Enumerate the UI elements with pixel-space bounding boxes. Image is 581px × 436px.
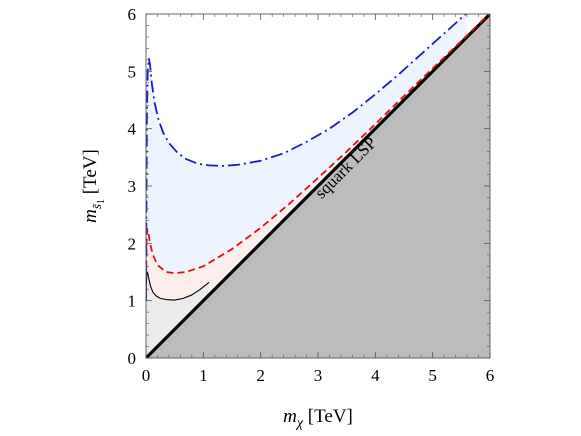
y-axis-label-var: m — [80, 209, 101, 223]
x-axis-label-unit: [TeV] — [303, 406, 353, 427]
y-tick-label: 5 — [128, 62, 137, 81]
series-line-1 — [146, 14, 490, 301]
x-tick-label: 1 — [199, 366, 208, 385]
x-tick-label: 3 — [314, 366, 323, 385]
y-tick-label: 0 — [128, 349, 137, 368]
x-tick-label: 2 — [256, 366, 265, 385]
x-axis-label-var: m — [283, 406, 297, 427]
region-fill-0 — [146, 272, 210, 358]
x-axis-label: mχ [TeV] — [283, 406, 353, 431]
diagonal-line — [146, 14, 490, 358]
x-tick-label: 0 — [142, 366, 151, 385]
x-tick-label: 5 — [428, 366, 437, 385]
y-axis-label: ms̃1 [TeV] — [80, 149, 107, 223]
y-axis-label-unit: [TeV] — [80, 149, 101, 199]
y-tick-label: 3 — [128, 177, 137, 196]
squark-lsp-region — [146, 14, 490, 358]
ticks: 0 1 2 3 4 5 6 0 1 2 3 4 5 6 — [128, 5, 495, 385]
y-tick-label: 4 — [128, 120, 137, 139]
y-tick-label: 6 — [128, 5, 137, 24]
y-axis-label-subsub: 1 — [96, 199, 107, 204]
series-line-0 — [146, 271, 210, 301]
x-tick-label: 6 — [486, 366, 495, 385]
x-axis-label-sub: χ — [295, 416, 304, 431]
x-tick-label: 4 — [371, 366, 380, 385]
curves — [146, 14, 490, 301]
y-axis-label-sub: s̃ — [89, 203, 104, 209]
y-tick-label: 2 — [128, 234, 137, 253]
y-tick-label: 1 — [128, 292, 137, 311]
series-line-2 — [146, 14, 468, 301]
